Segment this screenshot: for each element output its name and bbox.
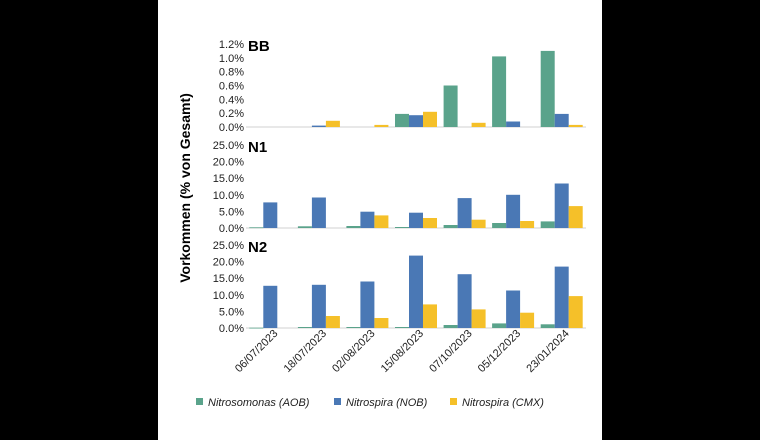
y-tick-label: 15.0% [213, 173, 244, 185]
y-tick-label: 0.0% [219, 223, 244, 235]
bar-n2-s0-c2 [346, 327, 361, 328]
y-tick-label: 1.0% [219, 53, 244, 65]
bar-bb-s2-c4 [471, 122, 486, 127]
x-tick-label: 15/08/2023 [379, 328, 426, 375]
bar-bb-s0-c5 [492, 56, 507, 127]
bar-n2-s0-c5 [492, 323, 507, 328]
bar-n1-s0-c0 [249, 227, 264, 229]
y-tick-label: 0.4% [219, 94, 244, 106]
panel-title: BB [248, 38, 270, 55]
bar-n1-s0-c4 [443, 225, 458, 228]
panel-n1: 0.0% 5.0% 10.0% 15.0% 20.0% 25.0% N1 [213, 139, 586, 235]
chart-figure: Vorkommen (% von Gesamt) 0.0% 0.2% 0.4% 0.6… [158, 0, 602, 440]
y-tick-label: 10.0% [213, 290, 244, 302]
bar-bb-s1-c1 [311, 125, 326, 127]
chart-svg: Vorkommen (% von Gesamt) 0.0% 0.2% 0.4%0.6… [177, 38, 586, 409]
bar-n2-s2-c1 [325, 316, 340, 328]
y-tick-label: 0.6% [219, 81, 244, 93]
bar-n1-s1-c6 [554, 183, 569, 228]
y-tick-label: 15.0% [213, 273, 244, 285]
bar-n1-s1-c4 [457, 198, 472, 228]
y-tick-label: 25.0% [213, 140, 244, 152]
bar-n2-s1-c5 [506, 290, 521, 328]
bar-n2-s1-c0 [263, 285, 278, 328]
bar-n1-s1-c3 [409, 212, 423, 228]
bar-n2-s0-c6 [540, 324, 555, 328]
bar-bb-s0-c3 [395, 113, 409, 127]
x-tick-labels: 06/07/2023 18/07/2023 02/08/2023 15/08/2023… [233, 328, 572, 375]
panel-title: N2 [248, 239, 267, 256]
legend-swatch [450, 398, 457, 405]
bar-n1-s0-c1 [297, 226, 312, 228]
x-tick-label: 23/01/2024 [524, 328, 571, 375]
y-tick-label: 5.0% [219, 206, 244, 218]
bar-n2-s1-c2 [360, 281, 375, 328]
y-tick-label: 20.0% [213, 157, 244, 169]
bar-n1-s0-c6 [540, 221, 555, 228]
x-tick-label: 07/10/2023 [427, 328, 474, 375]
panel-title: N1 [248, 139, 267, 156]
bar-n2-s2-c6 [568, 296, 583, 328]
bar-n2-s2-c2 [374, 318, 389, 328]
bar-bb-s2-c6 [568, 124, 583, 127]
bar-bb-s2-c1 [325, 120, 340, 127]
bar-n1-s0-c5 [492, 223, 507, 228]
y-tick-label: 0.0% [219, 323, 244, 335]
bar-n2-s2-c4 [471, 309, 486, 328]
y-tick-label: 10.0% [213, 190, 244, 202]
legend-swatch [334, 398, 341, 405]
x-tick-label: 05/12/2023 [476, 328, 523, 375]
bar-n2-s0-c3 [395, 327, 409, 328]
y-tick-label: 0.8% [219, 67, 244, 79]
bar-n2-s2-c5 [520, 312, 535, 328]
bar-bb-s0-c6 [540, 50, 555, 127]
bar-n1-s1-c5 [506, 194, 521, 228]
bar-n1-s0-c2 [346, 226, 361, 228]
legend-label: Nitrospira (NOB) [346, 397, 428, 409]
panel-n2: 0.0% 5.0% 10.0% 15.0% 20.0% 25.0% N2 [213, 239, 586, 335]
bar-n1-s1-c1 [311, 197, 326, 228]
bar-bb-s1-c5 [506, 121, 521, 127]
legend-swatch [196, 398, 203, 405]
bar-n1-s1-c0 [263, 202, 278, 228]
legend: Nitrosomonas (AOB) Nitrospira (NOB) Nitros… [196, 397, 544, 409]
x-tick-label: 02/08/2023 [330, 328, 377, 375]
bar-n1-s2-c5 [520, 221, 535, 228]
y-tick-label: 0.0% [219, 122, 244, 134]
bar-bb-s0-c4 [443, 85, 458, 127]
bar-n1-s2-c4 [471, 219, 486, 228]
bar-n2-s1-c3 [409, 255, 423, 328]
bar-bb-s1-c6 [554, 113, 569, 127]
bar-n2-s1-c1 [311, 284, 326, 328]
bar-n2-s1-c6 [554, 266, 569, 328]
y-tick-label: 25.0% [213, 240, 244, 252]
bar-n1-s2-c6 [568, 206, 583, 228]
chart-panels: 0.0% 0.2% 0.4%0.6% 0.8% 1.0% 1.2% BB 0.0% 5.0% 10… [213, 38, 586, 335]
y-tick-label: 20.0% [213, 257, 244, 269]
legend-label: Nitrospira (CMX) [462, 397, 544, 409]
legend-label: Nitrosomonas (AOB) [208, 397, 310, 409]
bar-n1-s1-c2 [360, 211, 375, 228]
x-tick-label: 18/07/2023 [282, 328, 329, 375]
bar-n1-s2-c2 [374, 215, 389, 228]
bar-bb-s1-c3 [409, 115, 423, 127]
y-tick-label: 5.0% [219, 306, 244, 318]
bar-n2-s2-c3 [423, 304, 437, 328]
panel-bb: 0.0% 0.2% 0.4%0.6% 0.8% 1.0% 1.2% BB [219, 38, 586, 134]
bar-n2-s1-c4 [457, 274, 472, 328]
y-tick-label: 1.2% [219, 39, 244, 51]
bar-n1-s2-c3 [423, 218, 437, 228]
bar-n2-s0-c0 [249, 327, 264, 329]
bar-n1-s0-c3 [395, 227, 409, 228]
y-tick-label: 0.2% [219, 108, 244, 120]
bar-n2-s0-c4 [443, 325, 458, 328]
bar-n2-s0-c1 [297, 327, 312, 328]
bar-bb-s2-c2 [374, 124, 389, 127]
bar-bb-s2-c3 [423, 111, 437, 127]
y-axis-label: Vorkommen (% von Gesamt) [177, 93, 193, 283]
